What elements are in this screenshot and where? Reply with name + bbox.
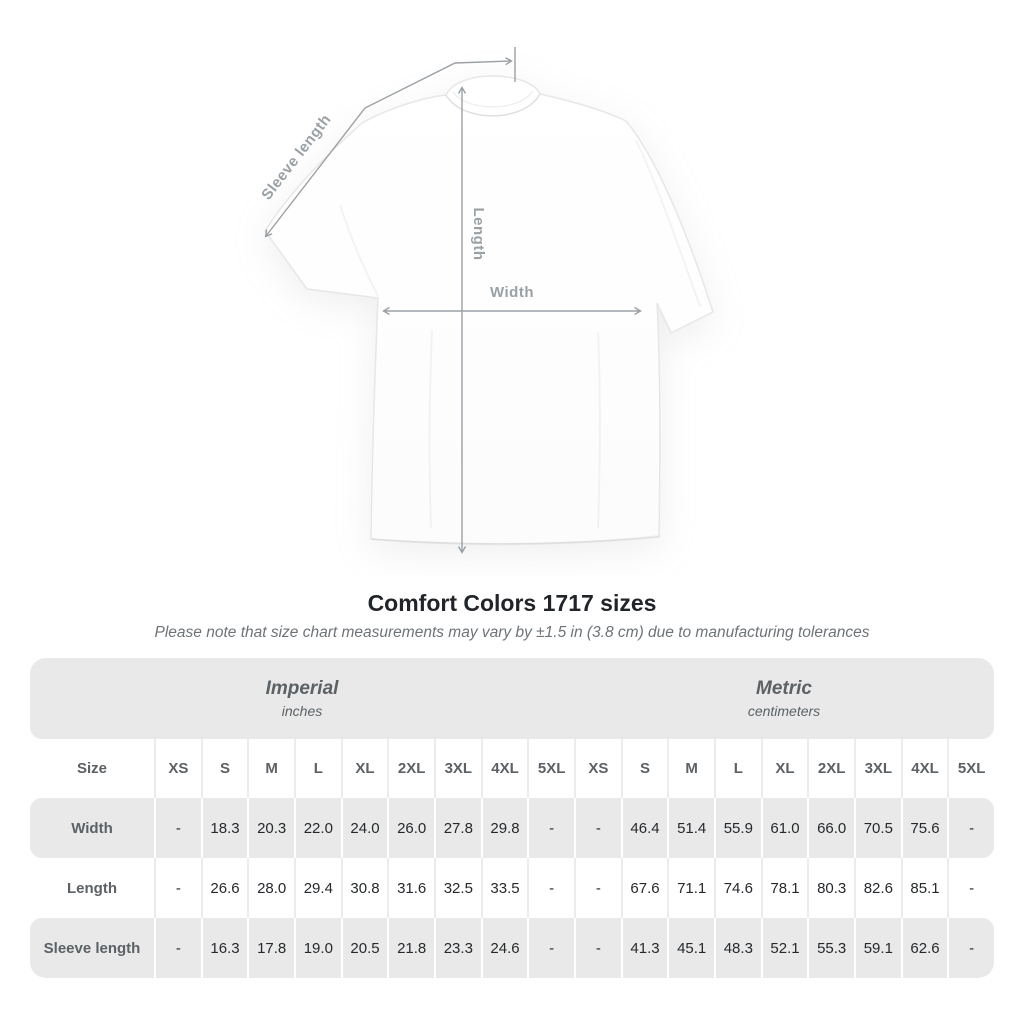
measurement-value: 19.0 (294, 918, 341, 978)
metric-group-header: Metric centimeters (574, 658, 994, 739)
measurement-value: - (527, 918, 574, 978)
measurement-value: - (574, 918, 621, 978)
size-column-header: XL (340, 739, 388, 798)
measurement-value: 78.1 (760, 858, 808, 918)
unit-group-band: Imperial inches Metric centimeters (30, 658, 994, 739)
metric-title: Metric (756, 678, 812, 699)
measurement-value: 24.0 (340, 798, 388, 858)
table-row-length: Length -26.6 28.0 29.4 30.8 31.6 32.5 33.5- -67.… (30, 858, 994, 918)
size-column-header: 4XL (900, 739, 948, 798)
size-column-header: S (200, 739, 248, 798)
tshirt-shape (264, 75, 714, 546)
measurement-value: 45.1 (667, 918, 714, 978)
size-column-header: XS (574, 739, 621, 798)
measurement-value: 26.6 (200, 858, 248, 918)
measurement-value: 26.0 (387, 798, 434, 858)
size-column-header: 3XL (854, 739, 901, 798)
measurement-value: - (574, 798, 621, 858)
measurement-value: 27.8 (434, 798, 481, 858)
measurement-value: 51.4 (667, 798, 714, 858)
measurement-value: 28.0 (247, 858, 294, 918)
row-label: Length (67, 879, 117, 897)
measurement-value: 41.3 (620, 918, 668, 978)
measurement-value: - (154, 918, 201, 978)
size-column-header: 4XL (480, 739, 528, 798)
measurement-value: 74.6 (714, 858, 761, 918)
measurement-value: 31.6 (387, 858, 434, 918)
measurement-value: 82.6 (854, 858, 901, 918)
measurement-value: 85.1 (900, 858, 948, 918)
measurement-value: 75.6 (900, 798, 948, 858)
measurement-value: 80.3 (807, 858, 854, 918)
width-label: Width (490, 284, 534, 301)
table-body: Width -18.3 20.3 22.0 24.0 26.0 27.8 29.8- -46.4… (30, 798, 994, 978)
size-column-header: XS (154, 739, 201, 798)
tshirt-illustration: Width Length Sleeve length (258, 47, 714, 554)
measurement-value: 33.5 (480, 858, 528, 918)
measurement-value: 29.8 (480, 798, 528, 858)
measurement-value: 55.3 (807, 918, 854, 978)
table-row-width: Width -18.3 20.3 22.0 24.0 26.0 27.8 29.8- -46.4… (30, 798, 994, 858)
measurement-value: - (947, 798, 994, 858)
measurement-value: 52.1 (760, 918, 808, 978)
measurement-value: 22.0 (294, 798, 341, 858)
size-column-header: L (714, 739, 761, 798)
row-label: Width (71, 819, 113, 837)
measurement-value: 24.6 (480, 918, 528, 978)
measurement-value: - (947, 918, 994, 978)
size-column-header: 5XL (527, 739, 574, 798)
imperial-title: Imperial (265, 678, 339, 699)
measurement-value: 23.3 (434, 918, 481, 978)
measurement-value: 16.3 (200, 918, 248, 978)
size-column-header: 5XL (947, 739, 994, 798)
size-table: Imperial inches Metric centimeters Size … (30, 658, 994, 978)
imperial-subtitle: inches (281, 703, 323, 719)
sleeve-length-arrow (264, 57, 513, 238)
size-column-header: 2XL (807, 739, 854, 798)
metric-subtitle: centimeters (747, 703, 821, 719)
measurement-value: 18.3 (200, 798, 248, 858)
measurement-value: 67.6 (620, 858, 668, 918)
measurement-value: 71.1 (667, 858, 714, 918)
measurement-value: - (947, 858, 994, 918)
measurement-value: - (527, 798, 574, 858)
measurement-value: 46.4 (620, 798, 668, 858)
size-column-header: 2XL (387, 739, 434, 798)
size-column-header: M (667, 739, 714, 798)
table-header-row: Size XS S M L XL 2XL 3XL 4XL 5XL XS S M L XL 2XL 3XL 4XL… (30, 739, 994, 798)
size-column-header: XL (760, 739, 808, 798)
measurement-value: 66.0 (807, 798, 854, 858)
row-label: Sleeve length (43, 939, 141, 957)
measurement-value: 62.6 (900, 918, 948, 978)
size-column-header: S (620, 739, 668, 798)
page-subtitle: Please note that size chart measurements… (154, 624, 870, 641)
size-column-header: M (247, 739, 294, 798)
size-header-cell: Size (76, 760, 107, 777)
measurement-value: - (527, 858, 574, 918)
measurement-value: 61.0 (760, 798, 808, 858)
measurement-value: 70.5 (854, 798, 901, 858)
measurement-value: 59.1 (854, 918, 901, 978)
table-row-sleeve-length: Sleeve length -16.3 17.8 19.0 20.5 21.8 23.3 24… (30, 918, 994, 978)
measurement-value: 29.4 (294, 858, 341, 918)
page-title: Comfort Colors 1717 sizes (367, 590, 657, 616)
imperial-group-header: Imperial inches (30, 658, 574, 739)
measurement-value: 48.3 (714, 918, 761, 978)
size-column-header: L (294, 739, 341, 798)
measurement-value: 21.8 (387, 918, 434, 978)
measurement-value: 17.8 (247, 918, 294, 978)
measurement-value: - (154, 798, 201, 858)
measurement-value: - (154, 858, 201, 918)
measurement-value: - (574, 858, 621, 918)
measurement-value: 55.9 (714, 798, 761, 858)
measurement-value: 32.5 (434, 858, 481, 918)
length-label: Length (470, 208, 487, 261)
measurement-value: 30.8 (340, 858, 388, 918)
size-column-header: 3XL (434, 739, 481, 798)
measurement-value: 20.3 (247, 798, 294, 858)
measurement-value: 20.5 (340, 918, 388, 978)
